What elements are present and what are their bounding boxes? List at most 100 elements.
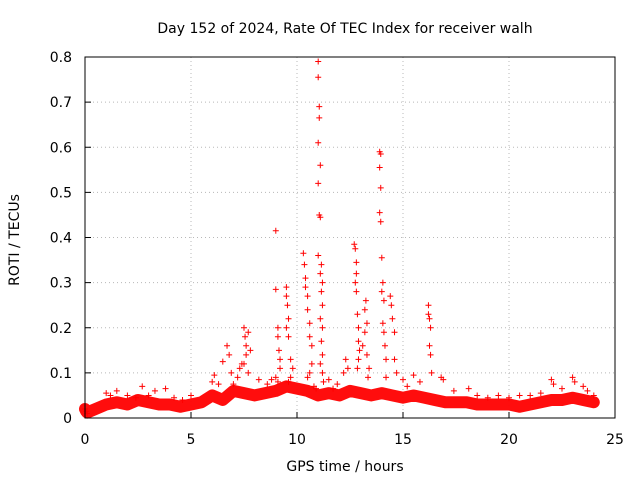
data-point <box>342 356 349 363</box>
x-tick-label: 20 <box>500 432 518 448</box>
data-point <box>379 320 386 327</box>
data-point <box>179 396 186 403</box>
data-point <box>219 358 226 365</box>
data-point <box>234 374 241 381</box>
data-point <box>151 387 158 394</box>
data-point <box>285 315 292 322</box>
data-point <box>548 376 555 383</box>
data-point <box>426 342 433 349</box>
data-point <box>308 342 315 349</box>
data-point <box>245 329 252 336</box>
y-tick-label: 0.8 <box>50 50 72 66</box>
data-point <box>355 338 362 345</box>
data-point <box>306 333 313 340</box>
data-point <box>287 374 294 381</box>
data-point <box>277 365 284 372</box>
data-point <box>304 374 311 381</box>
data-point <box>284 302 291 309</box>
data-point <box>450 387 457 394</box>
data-point <box>353 259 360 266</box>
data-point <box>283 284 290 291</box>
data-point <box>389 315 396 322</box>
data-point <box>580 383 587 390</box>
data-point <box>317 315 324 322</box>
data-point <box>387 293 394 300</box>
data-point <box>319 369 326 376</box>
data-point <box>319 302 326 309</box>
y-tick-label: 0.3 <box>50 276 72 292</box>
y-tick-label: 0.7 <box>50 95 72 111</box>
data-point <box>354 311 361 318</box>
data-point <box>571 378 578 385</box>
data-point <box>317 270 324 277</box>
data-point <box>359 342 366 349</box>
data-point <box>306 369 313 376</box>
data-point <box>334 381 341 388</box>
data-point <box>241 360 247 367</box>
data-point <box>315 252 322 259</box>
data-point <box>145 392 152 399</box>
data-point <box>425 311 432 318</box>
data-point <box>391 356 398 363</box>
data-point <box>410 372 417 379</box>
data-point <box>380 329 387 336</box>
data-point <box>171 394 178 401</box>
data-point <box>340 369 347 376</box>
data-point <box>365 374 372 381</box>
data-point <box>378 288 385 295</box>
data-point <box>584 387 591 394</box>
data-point <box>352 279 359 286</box>
data-point <box>355 324 362 331</box>
data-point <box>211 372 218 379</box>
data-point <box>274 333 281 340</box>
data-point <box>537 390 544 397</box>
data-point <box>344 365 351 372</box>
data-point <box>377 151 384 158</box>
data-point <box>315 180 322 187</box>
y-tick-label: 0.5 <box>50 185 72 201</box>
data-point <box>378 254 385 261</box>
data-point <box>317 360 324 367</box>
y-tick-label: 0.4 <box>50 231 72 247</box>
chart-grid <box>85 57 615 418</box>
data-point <box>272 227 279 234</box>
data-point <box>316 114 323 121</box>
data-point <box>275 347 282 354</box>
data-point <box>474 392 481 399</box>
data-point <box>308 360 315 367</box>
data-point <box>247 347 254 354</box>
data-point <box>319 324 326 331</box>
data-point <box>428 369 435 376</box>
data-point <box>325 376 332 383</box>
data-point <box>188 392 194 399</box>
data-point <box>319 351 326 358</box>
data-point <box>465 385 472 392</box>
data-point <box>388 302 395 309</box>
data-point <box>315 139 322 146</box>
data-point <box>285 333 292 340</box>
data-point <box>304 293 311 300</box>
data-point <box>304 306 311 313</box>
data-point <box>330 385 337 392</box>
data-point <box>226 351 233 358</box>
data-point <box>426 315 433 322</box>
data-point <box>300 250 307 257</box>
data-point <box>306 320 313 327</box>
x-axis-label: GPS time / hours <box>286 459 403 475</box>
data-point <box>209 378 216 385</box>
data-point <box>236 365 243 372</box>
data-point <box>383 374 390 381</box>
y-tick-label: 0.2 <box>50 321 72 337</box>
data-point <box>316 103 323 110</box>
y-tick-label: 0 <box>63 411 72 427</box>
data-point <box>139 383 146 390</box>
data-point <box>353 288 360 295</box>
y-tick-label: 0.1 <box>50 366 72 382</box>
data-point <box>383 356 390 363</box>
data-point <box>361 306 368 313</box>
chart-title: Day 152 of 2024, Rate Of TEC Index for r… <box>157 21 532 37</box>
data-point <box>484 394 491 401</box>
data-point <box>274 378 281 385</box>
y-tick-label: 0.6 <box>50 140 72 156</box>
